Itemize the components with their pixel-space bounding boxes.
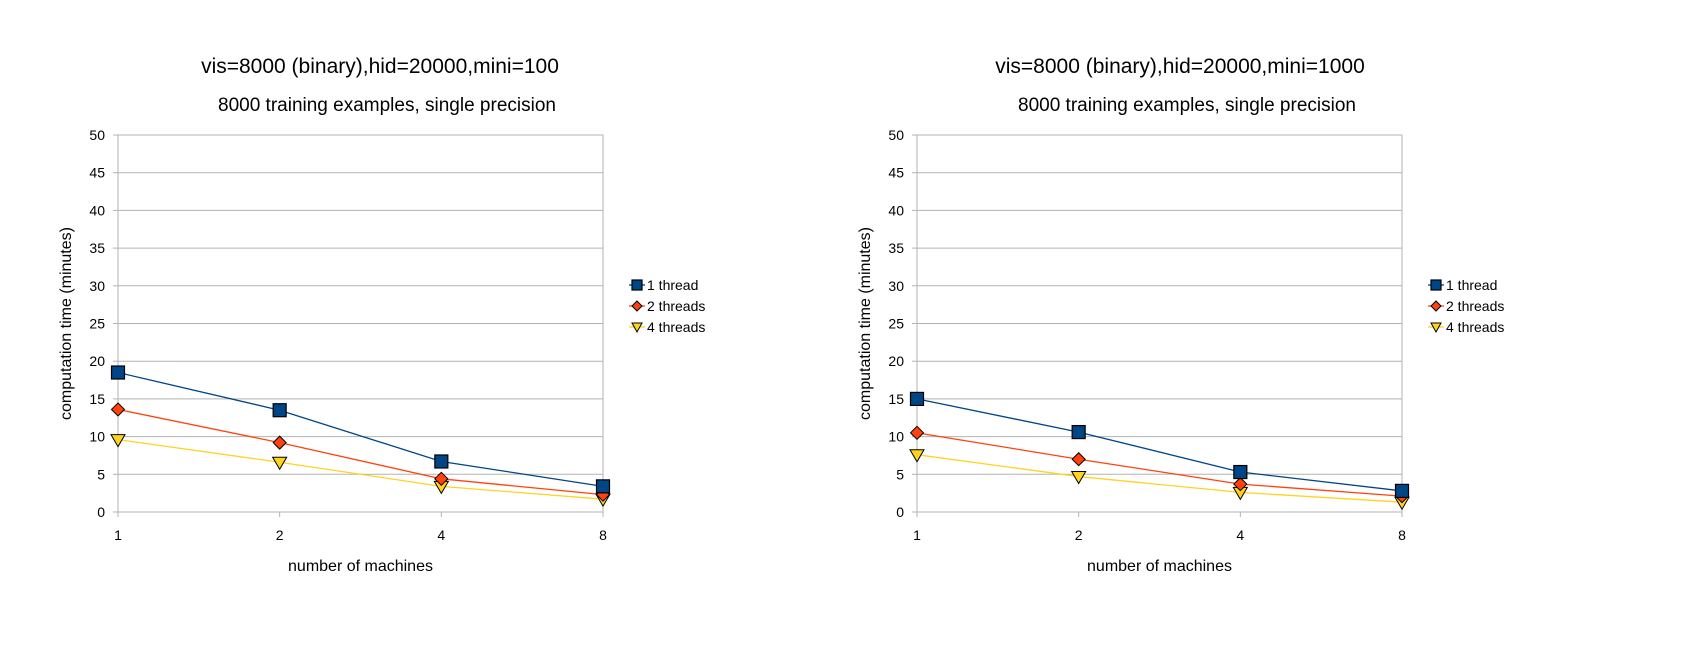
chart-2: vis=8000 (binary),hid=20000,mini=1000 800… (857, 55, 1504, 575)
y-tick-label: 40 (888, 202, 904, 218)
y-tick-label: 15 (888, 391, 904, 407)
y-tick-label: 40 (89, 202, 105, 218)
data-point-series-3 (909, 449, 925, 463)
y-tick-label: 45 (89, 165, 105, 181)
y-tick-label: 20 (888, 353, 904, 369)
x-tick-label: 2 (276, 527, 284, 543)
y-tick-label: 30 (888, 278, 904, 294)
data-point-series-2 (1071, 452, 1086, 467)
data-point-series-1 (110, 365, 126, 380)
data-point-series-1 (1233, 464, 1248, 480)
chart-subtitle: 8000 training examples, single precision (1018, 95, 1356, 116)
y-tick-label: 25 (888, 316, 904, 332)
x-axis-label: number of machines (1087, 558, 1232, 575)
data-point-series-1 (1394, 483, 1410, 498)
series-line-2 (117, 408, 604, 496)
chart-1: vis=8000 (binary),hid=20000,mini=100 8000… (58, 55, 705, 575)
data-point-series-1 (909, 391, 925, 406)
data-point-series-3 (1070, 471, 1087, 485)
data-point-series-1 (272, 403, 287, 418)
chart-subtitle: 8000 training examples, single precision (218, 95, 556, 116)
y-tick-label: 5 (97, 466, 105, 482)
y-tick-label: 20 (89, 353, 105, 369)
y-tick-label: 0 (97, 504, 105, 520)
legend-marker (1430, 322, 1442, 334)
chart-title: vis=8000 (binary),hid=20000,mini=100 (201, 55, 559, 78)
legend-marker (1430, 300, 1442, 312)
x-tick-label: 4 (1236, 527, 1244, 543)
y-axis-label: computation time (minutes) (58, 227, 75, 420)
y-axis-label: computation time (minutes) (857, 227, 874, 420)
data-point-series-1 (1071, 424, 1086, 440)
data-point-series-1 (595, 479, 611, 494)
chart-title: vis=8000 (binary),hid=20000,mini=1000 (995, 55, 1365, 78)
data-point-series-1 (434, 454, 449, 469)
legend-marker (631, 322, 643, 334)
y-tick-label: 15 (89, 391, 105, 407)
data-point-series-2 (909, 425, 925, 441)
y-tick-label: 50 (888, 127, 904, 143)
y-tick-label: 10 (888, 429, 904, 445)
legend-marker (631, 300, 643, 312)
y-tick-label: 45 (888, 165, 904, 181)
x-tick-label: 8 (599, 527, 607, 543)
series-line-1 (916, 398, 1403, 492)
series-line-3 (117, 438, 604, 500)
y-tick-label: 0 (896, 504, 904, 520)
legend-label: 1 thread (647, 277, 698, 293)
y-tick-label: 35 (89, 240, 105, 256)
x-tick-label: 4 (437, 527, 445, 543)
legend-label: 4 threads (647, 319, 705, 335)
series-line-1 (117, 371, 604, 488)
y-tick-label: 10 (89, 429, 105, 445)
data-point-series-2 (272, 435, 287, 450)
plot-area (916, 134, 1403, 513)
x-axis-label: number of machines (288, 558, 433, 575)
legend-label: 1 thread (1446, 277, 1497, 293)
legend-marker (1430, 279, 1442, 291)
x-tick-label: 1 (913, 527, 921, 543)
y-tick-label: 5 (896, 466, 904, 482)
legend-label: 2 threads (647, 298, 705, 314)
legend-label: 4 threads (1446, 319, 1504, 335)
y-tick-label: 35 (888, 240, 904, 256)
series-line-3 (916, 454, 1403, 503)
data-point-series-2 (1233, 476, 1248, 492)
legend-marker (631, 279, 643, 291)
x-tick-label: 1 (114, 527, 122, 543)
y-tick-label: 30 (89, 278, 105, 294)
series-line-2 (916, 432, 1403, 497)
data-point-series-2 (110, 402, 126, 417)
x-tick-label: 2 (1075, 527, 1083, 543)
y-tick-label: 50 (89, 127, 105, 143)
data-point-series-2 (434, 471, 449, 487)
legend-label: 2 threads (1446, 298, 1504, 314)
plot-area (117, 134, 604, 513)
data-point-series-3 (271, 456, 288, 471)
y-tick-label: 25 (89, 316, 105, 332)
x-tick-label: 8 (1398, 527, 1406, 543)
data-point-series-3 (110, 434, 126, 448)
